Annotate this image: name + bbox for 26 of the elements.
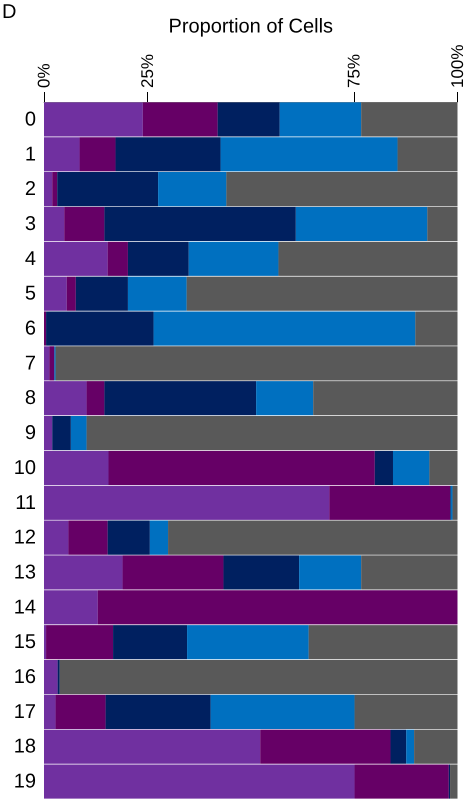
y-tick-label: 13 (14, 561, 36, 584)
y-tick-label: 4 (24, 248, 36, 270)
x-tick-label: 100% (448, 44, 466, 88)
y-tick-label: 6 (24, 318, 36, 340)
text: D (2, 1, 16, 23)
y-tick-label: 2 (24, 178, 36, 200)
y-tick-label: 15 (14, 631, 36, 654)
y-tick-label: 14 (14, 596, 36, 618)
y-tick-label: 12 (14, 526, 36, 549)
y-tick-label: 10 (14, 456, 36, 479)
y-tick-label: 9 (24, 422, 36, 444)
x-axis-title: Proportion of Cells (168, 16, 334, 38)
y-tick-label: 7 (24, 352, 36, 374)
y-tick-label: 8 (24, 387, 36, 410)
y-tick-label: 3 (24, 212, 36, 235)
x-tick-label: 25% (138, 54, 157, 88)
x-tick-label: 75% (344, 54, 364, 88)
y-tick-label: 11 (15, 492, 36, 514)
y-tick-label: 16 (14, 666, 36, 688)
y-tick-label: 5 (24, 282, 36, 305)
x-tick-label: 0% (34, 63, 54, 88)
y-tick-label: 0 (24, 108, 36, 130)
y-tick-label: 18 (14, 736, 36, 758)
y-tick-label: 17 (14, 700, 36, 723)
y-tick-label: 1 (24, 143, 36, 166)
y-tick-label: 19 (14, 770, 36, 793)
